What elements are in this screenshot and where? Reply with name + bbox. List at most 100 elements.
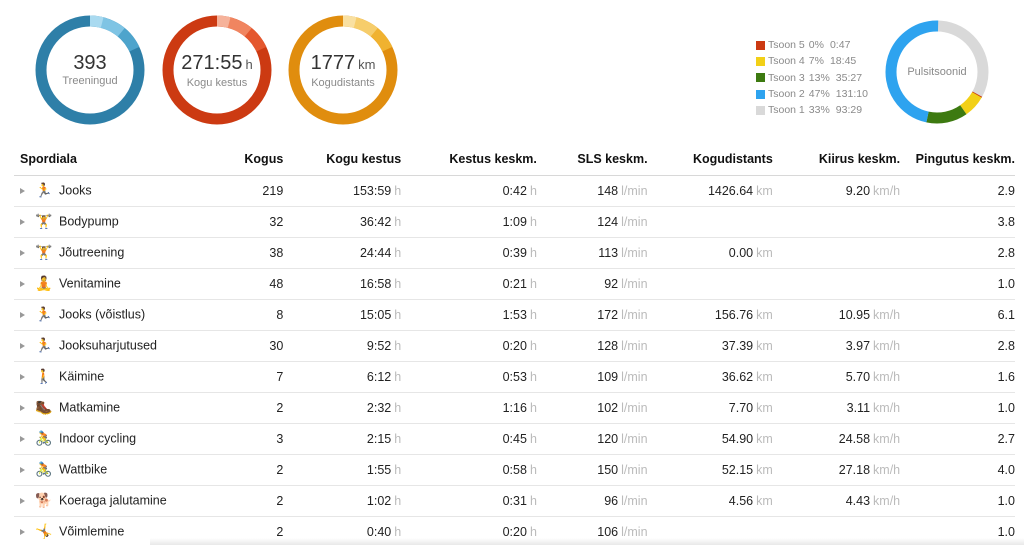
expand-arrow-icon[interactable] xyxy=(20,435,25,442)
duration-ring[interactable]: 271:55 h Kogu kestus xyxy=(161,14,273,126)
cell-total-distance: 37.39 km xyxy=(647,330,773,362)
bottom-shadow xyxy=(150,538,1024,545)
column-header-total-distance[interactable]: Kogudistants xyxy=(647,143,773,176)
workouts-ring[interactable]: 393 Treeningud xyxy=(34,14,146,126)
expand-arrow-icon[interactable] xyxy=(20,311,25,318)
column-header-sport[interactable]: Spordiala xyxy=(14,143,219,176)
unit-label: h xyxy=(529,431,537,446)
sport-name: Jooksuharjutused xyxy=(59,338,157,353)
cell-avg-speed xyxy=(772,268,901,300)
column-header-avg-heart-rate[interactable]: SLS keskm. xyxy=(536,143,648,176)
cell-count: 2 xyxy=(218,392,284,424)
cell-total-duration: 36:42 h xyxy=(283,206,402,238)
cell-total-distance-value: 1426.64 xyxy=(707,183,754,198)
column-header-total-duration[interactable]: Kogu kestus xyxy=(283,143,402,176)
table-row[interactable]: 🏋 Bodypump 32 36:42 h 1:09 h 124 l/min 3.8 xyxy=(14,206,1015,238)
unit-label: h xyxy=(394,214,402,229)
cell-avg-speed: 4.43 km/h xyxy=(772,485,901,517)
cell-avg-duration: 0:31 h xyxy=(401,485,537,517)
ring-segment xyxy=(162,15,272,125)
table-row[interactable]: 🧘 Venitamine 48 16:58 h 0:21 h 92 l/min 1.0 xyxy=(14,268,1015,300)
unit-label: h xyxy=(394,493,402,508)
cell-avg-duration-value: 0:20 xyxy=(502,524,527,539)
weightlifting-icon: 🏋 xyxy=(35,213,53,229)
cell-sport: 🚴 Wattbike xyxy=(14,454,219,486)
cell-avg-effort: 1.0 xyxy=(900,485,1015,517)
cell-sport: 🐕 Koeraga jalutamine xyxy=(14,485,219,517)
cell-total-duration-value: 1:02 xyxy=(366,493,392,508)
table-row[interactable]: 🥾 Matkamine 2 2:32 h 1:16 h 102 l/min 7.70 km 3.11 k… xyxy=(14,392,1015,424)
cell-avg-heart-rate: 113 l/min xyxy=(536,237,648,269)
table-row[interactable]: 🚶 Käimine 7 6:12 h 0:53 h 109 l/min 36.62 km 5.70 km… xyxy=(14,361,1015,393)
cell-total-duration-value: 2:32 xyxy=(366,400,392,415)
legend-item-zone-4: Tsoon 4 7% 18:45 xyxy=(756,53,868,69)
zone-time: 93:29 xyxy=(835,104,863,117)
expand-arrow-icon[interactable] xyxy=(20,280,25,287)
cell-avg-heart-rate: 92 l/min xyxy=(536,268,648,300)
cell-avg-duration-value: 0:21 xyxy=(502,276,527,291)
table-row[interactable]: 🏃 Jooksuharjutused 30 9:52 h 0:20 h 128 l/min 37.… xyxy=(14,330,1015,362)
heart-rate-zone-legend: Tsoon 5 0% 0:47 Tsoon 4 7% 18:45 Tsoon 3… xyxy=(756,37,868,118)
legend-item-zone-2: Tsoon 2 47% 131:10 xyxy=(756,86,868,102)
heart-rate-zones-label: Pulsitsoonid xyxy=(907,66,967,78)
zone-name: Tsoon 3 xyxy=(768,71,805,84)
column-header-avg-speed[interactable]: Kiirus keskm. xyxy=(772,143,901,176)
cell-sport: 🏋 Jõutreening xyxy=(14,237,219,269)
cell-avg-heart-rate-value: 96 xyxy=(604,493,619,508)
zone-swatch xyxy=(756,40,765,50)
table-row[interactable]: 🚴 Wattbike 2 1:55 h 0:58 h 150 l/min 52.15 km 27.18… xyxy=(14,454,1015,486)
table-row[interactable]: 🐕 Koeraga jalutamine 2 1:02 h 0:31 h 96 l/min 4.5… xyxy=(14,485,1015,517)
table-row[interactable]: 🚴 Indoor cycling 3 2:15 h 0:45 h 120 l/min 54.90 k… xyxy=(14,423,1015,455)
zone-time: 131:10 xyxy=(835,88,868,101)
distance-ring[interactable]: 1777 km Kogudistants xyxy=(287,14,399,126)
sport-name: Matkamine xyxy=(59,400,121,415)
unit-label: h xyxy=(394,462,402,477)
table-row[interactable]: 🏃 Jooks 219 153:59 h 0:42 h 148 l/min 1426.64 km 9.… xyxy=(14,175,1015,207)
cell-total-duration-value: 0:40 xyxy=(366,524,392,539)
cell-total-duration-value: 6:12 xyxy=(366,369,392,384)
expand-arrow-icon[interactable] xyxy=(20,342,25,349)
column-header-avg-effort[interactable]: Pingutus keskm. xyxy=(900,143,1015,176)
cell-avg-heart-rate: 96 l/min xyxy=(536,485,648,517)
cell-total-distance: 52.15 km xyxy=(647,454,773,486)
cell-avg-heart-rate-value: 106 xyxy=(597,524,619,539)
cell-avg-duration: 0:53 h xyxy=(401,361,537,393)
zone-name: Tsoon 2 xyxy=(768,88,805,101)
column-header-avg-duration[interactable]: Kestus keskm. xyxy=(401,143,537,176)
table-row[interactable]: 🤸 Võimlemine 2 0:40 h 0:20 h 106 l/min 1.0 xyxy=(14,516,1015,545)
column-header-count[interactable]: Kogus xyxy=(218,143,284,176)
expand-arrow-icon[interactable] xyxy=(20,373,25,380)
unit-label: h xyxy=(394,400,402,415)
expand-arrow-icon[interactable] xyxy=(20,497,25,504)
expand-arrow-icon[interactable] xyxy=(20,466,25,473)
zone-percent: 33% xyxy=(808,104,830,117)
cell-avg-duration: 0:20 h xyxy=(401,330,537,362)
sport-name: Jooks (võistlus) xyxy=(59,307,146,322)
cell-avg-effort: 1.0 xyxy=(900,268,1015,300)
unit-label: h xyxy=(394,431,402,446)
expand-arrow-icon[interactable] xyxy=(20,404,25,411)
cell-avg-heart-rate: 150 l/min xyxy=(536,454,648,486)
cell-avg-speed-value: 27.18 xyxy=(838,462,871,477)
heart-rate-zones-graphic xyxy=(885,20,989,124)
sport-name: Wattbike xyxy=(59,462,108,477)
running-icon: 🏃 xyxy=(35,182,53,198)
cell-count: 48 xyxy=(218,268,284,300)
unit-label: l/min xyxy=(621,307,648,322)
cell-avg-speed-value: 9.20 xyxy=(845,183,871,198)
cell-total-duration-value: 153:59 xyxy=(353,183,392,198)
expand-arrow-icon[interactable] xyxy=(20,249,25,256)
expand-arrow-icon[interactable] xyxy=(20,218,25,225)
duration-label: Kogu kestus xyxy=(186,77,248,89)
unit-label: km xyxy=(756,493,773,508)
table-row[interactable]: 🏃 Jooks (võistlus) 8 15:05 h 1:53 h 172 l/min 156… xyxy=(14,299,1015,331)
expand-arrow-icon[interactable] xyxy=(20,187,25,194)
cell-total-duration: 24:44 h xyxy=(283,237,402,269)
cell-avg-effort: 2.7 xyxy=(900,423,1015,455)
expand-arrow-icon[interactable] xyxy=(20,528,25,535)
table-row[interactable]: 🏋 Jõutreening 38 24:44 h 0:39 h 113 l/min 0.00 km 2… xyxy=(14,237,1015,269)
summary-panel: 393 Treeningud 271:55 h Kogu kestus 1777 k… xyxy=(0,0,1024,140)
unit-label: km/h xyxy=(873,307,901,322)
zone-name: Tsoon 4 xyxy=(768,55,805,68)
heart-rate-zones-ring[interactable]: Pulsitsoonid xyxy=(881,16,993,128)
